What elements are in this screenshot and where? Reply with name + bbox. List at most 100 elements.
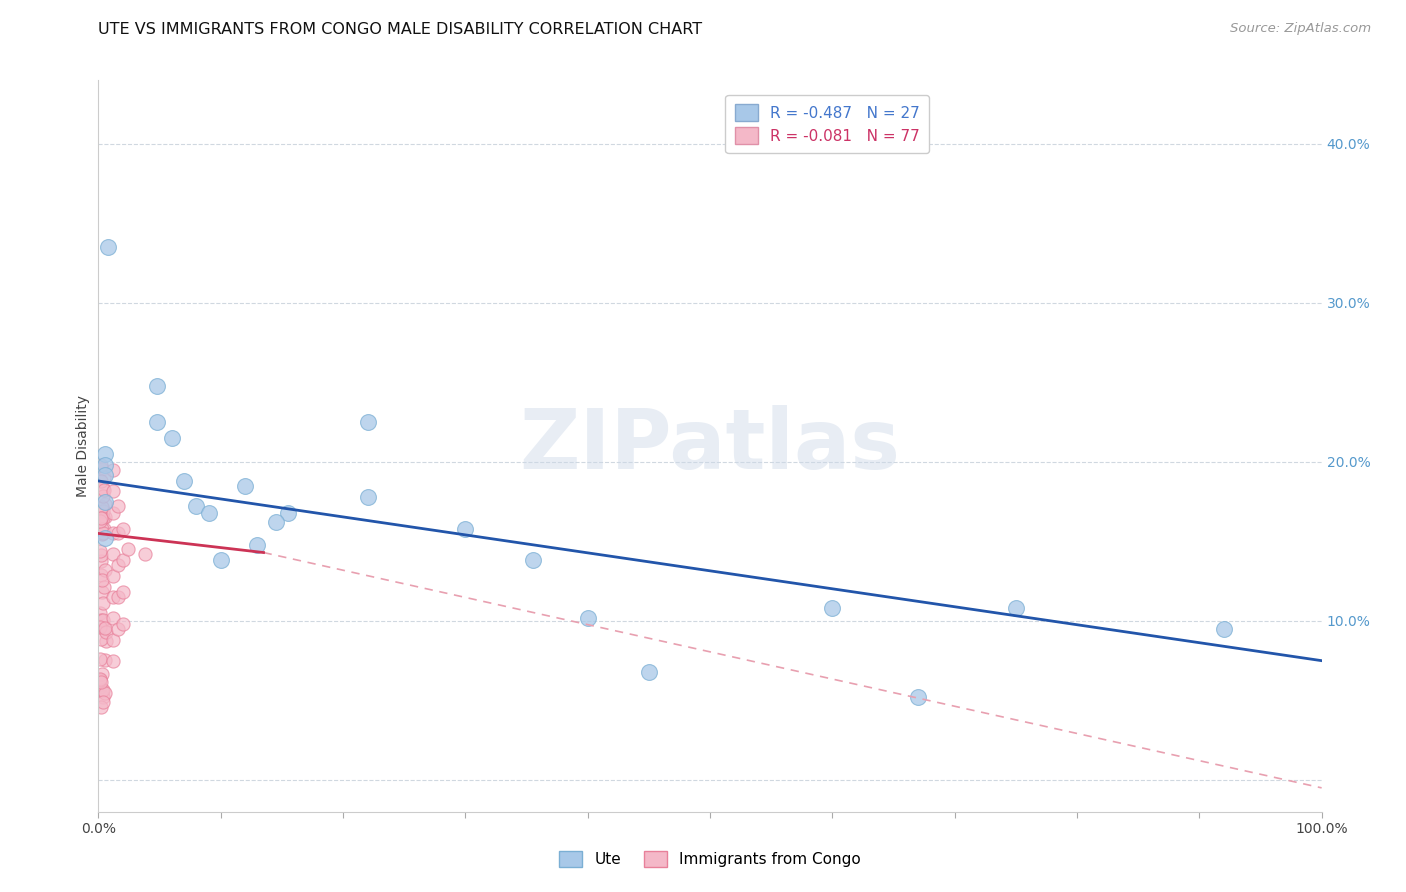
Point [91, 613, 114, 627]
Point [146, 378, 169, 392]
Point [454, 522, 477, 536]
Point [233, 479, 256, 493]
Point [91, 683, 114, 698]
Point [107, 590, 129, 604]
Point [90, 511, 112, 525]
Point [91, 585, 114, 599]
Point [89, 514, 111, 528]
Point [89, 673, 111, 687]
Point [356, 490, 378, 504]
Point [93, 447, 115, 461]
Point [90, 511, 112, 525]
Point [94, 563, 117, 577]
Point [90, 614, 112, 628]
Point [93, 489, 115, 503]
Point [197, 506, 219, 520]
Point [90, 700, 112, 714]
Point [101, 611, 124, 625]
Point [101, 506, 124, 520]
Point [107, 500, 129, 514]
Point [94, 634, 117, 648]
Point [111, 585, 134, 599]
Point [91, 695, 114, 709]
Point [93, 497, 115, 511]
Point [93, 522, 115, 536]
Point [160, 431, 183, 445]
Text: UTE VS IMMIGRANTS FROM CONGO MALE DISABILITY CORRELATION CHART: UTE VS IMMIGRANTS FROM CONGO MALE DISABI… [98, 22, 703, 37]
Point [89, 652, 111, 666]
Point [90, 573, 112, 587]
Point [93, 531, 115, 545]
Point [821, 601, 844, 615]
Point [90, 500, 112, 515]
Point [111, 617, 134, 632]
Point [93, 621, 115, 635]
Legend: Ute, Immigrants from Congo: Ute, Immigrants from Congo [553, 846, 868, 873]
Point [101, 463, 124, 477]
Point [91, 683, 114, 698]
Y-axis label: Male Disability: Male Disability [76, 395, 90, 497]
Point [91, 503, 114, 517]
Point [90, 666, 112, 681]
Point [90, 567, 112, 582]
Point [522, 553, 544, 567]
Point [89, 620, 111, 634]
Point [111, 522, 134, 536]
Point [90, 632, 112, 647]
Point [93, 494, 115, 508]
Point [637, 665, 661, 679]
Point [101, 654, 124, 668]
Point [246, 538, 269, 552]
Point [107, 558, 129, 573]
Text: Source: ZipAtlas.com: Source: ZipAtlas.com [1230, 22, 1371, 36]
Text: ZIPatlas: ZIPatlas [520, 406, 900, 486]
Point [117, 542, 139, 557]
Point [93, 467, 115, 482]
Point [101, 590, 124, 604]
Point [93, 621, 115, 635]
Point [91, 596, 114, 610]
Point [107, 526, 129, 541]
Point [264, 516, 287, 530]
Point [173, 474, 195, 488]
Point [94, 510, 117, 524]
Point [907, 690, 929, 705]
Point [101, 632, 124, 647]
Point [91, 525, 114, 540]
Point [90, 522, 112, 536]
Point [1212, 622, 1234, 636]
Point [90, 474, 112, 488]
Point [356, 415, 378, 429]
Point [101, 547, 124, 561]
Point [277, 506, 299, 520]
Point [146, 415, 169, 429]
Point [89, 672, 111, 686]
Point [134, 547, 156, 561]
Point [89, 544, 111, 558]
Point [93, 458, 115, 472]
Point [94, 653, 117, 667]
Point [91, 527, 114, 541]
Point [186, 500, 208, 514]
Point [93, 470, 115, 484]
Point [89, 680, 111, 694]
Point [91, 690, 114, 705]
Point [89, 606, 111, 620]
Point [94, 686, 117, 700]
Point [90, 458, 112, 472]
Point [90, 548, 112, 562]
Point [1004, 601, 1026, 615]
Point [576, 611, 599, 625]
Point [111, 553, 134, 567]
Point [93, 580, 115, 594]
Point [90, 674, 112, 689]
Point [209, 553, 232, 567]
Point [90, 554, 112, 568]
Point [93, 511, 115, 525]
Point [91, 481, 114, 495]
Point [101, 569, 124, 583]
Point [101, 526, 124, 541]
Point [94, 624, 117, 639]
Point [93, 483, 115, 497]
Point [97, 240, 120, 254]
